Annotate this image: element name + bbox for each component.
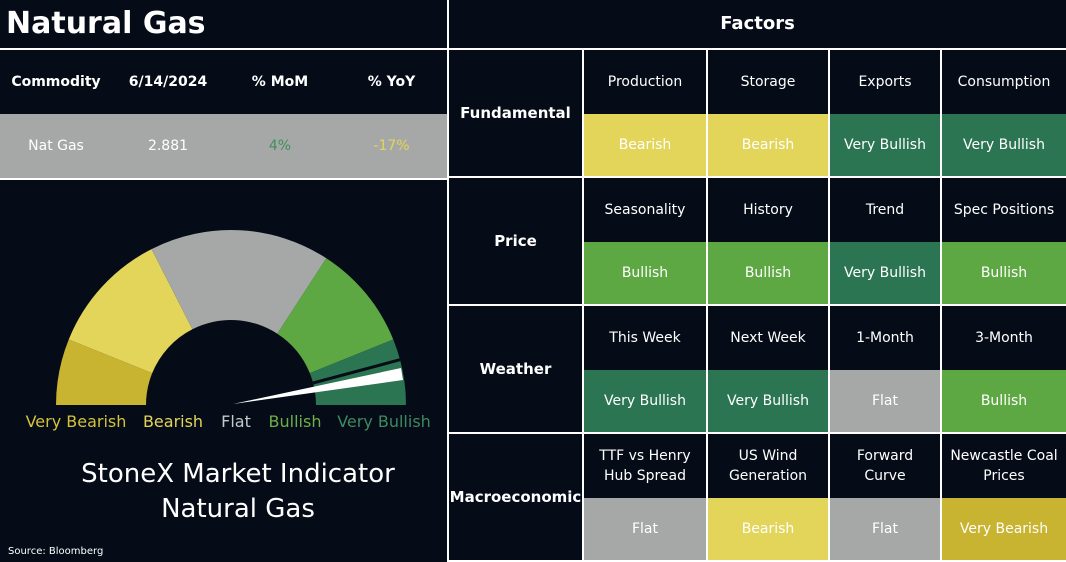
factor-label: US Wind Generation [708, 434, 828, 498]
factor-rating: Flat [830, 498, 940, 560]
factor-label: Next Week [708, 306, 828, 370]
factor-rating: Bullish [708, 242, 828, 304]
factor-label: Storage [708, 50, 828, 114]
factor-label: Consumption [942, 50, 1066, 114]
factor-label: Trend [830, 178, 940, 242]
source: Source: Bloomberg [8, 546, 103, 557]
group-label: Macroeconomic [449, 434, 582, 560]
gauge: Very Bearish Bearish Flat Bullish Very Bulli… [8, 229, 431, 557]
factor-rating: Very Bullish [708, 370, 828, 432]
factor-label: Forward Curve [830, 434, 940, 498]
summary-header: Commodity [0, 50, 112, 114]
group-label: Fundamental [449, 50, 582, 176]
gauge-label: Bullish [269, 412, 322, 431]
gauge-segment [56, 339, 153, 405]
factor-rating: Flat [830, 370, 940, 432]
gauge-label: Very Bearish [26, 412, 127, 431]
gauge-segment [277, 258, 394, 374]
gauge-needle [233, 368, 403, 404]
factor-label: 1-Month [830, 306, 940, 370]
gauge-segment [68, 249, 193, 374]
factors-title: Factors [449, 0, 1066, 48]
factor-label: Newcastle Coal Prices [942, 434, 1066, 498]
title: Natural Gas [0, 0, 447, 48]
factor-rating: Bearish [584, 114, 706, 176]
factor-label: This Week [584, 306, 706, 370]
gauge-label: Flat [221, 412, 251, 431]
factor-rating: Bearish [708, 498, 828, 560]
summary-value: Nat Gas [0, 114, 112, 178]
group-label: Price [449, 178, 582, 304]
factor-label: Seasonality [584, 178, 706, 242]
factor-rating: Bullish [942, 370, 1066, 432]
factor-rating: Very Bullish [830, 114, 940, 176]
summary-header: % YoY [336, 50, 447, 114]
factor-rating: Bullish [584, 242, 706, 304]
gauge-segment [151, 229, 327, 334]
factor-label: TTF vs Henry Hub Spread [584, 434, 706, 498]
group-label: Weather [449, 306, 582, 432]
factor-rating: Bullish [942, 242, 1066, 304]
gauge-divider [312, 358, 401, 385]
summary-header: 6/14/2024 [112, 50, 224, 114]
gauge-title: StoneX Market Indicator [81, 459, 395, 489]
summary-value: 2.881 [112, 114, 224, 178]
factor-rating: Very Bullish [830, 242, 940, 304]
summary-value: 4% [224, 114, 336, 178]
factor-label: Spec Positions [942, 178, 1066, 242]
gauge-title: Natural Gas [161, 494, 315, 524]
factor-rating: Bearish [708, 114, 828, 176]
factor-label: Exports [830, 50, 940, 114]
factor-label: History [708, 178, 828, 242]
factor-rating: Flat [584, 498, 706, 560]
factor-label: Production [584, 50, 706, 114]
factor-rating: Very Bearish [942, 498, 1066, 560]
gauge-label: Very Bullish [337, 412, 431, 431]
summary-header: % MoM [224, 50, 336, 114]
gauge-label: Bearish [143, 412, 203, 431]
factor-rating: Very Bullish [942, 114, 1066, 176]
gauge-panel: Very Bearish Bearish Flat Bullish Very Bulli… [0, 180, 447, 562]
factor-rating: Very Bullish [584, 370, 706, 432]
summary-value: -17% [336, 114, 447, 178]
factor-label: 3-Month [942, 306, 1066, 370]
